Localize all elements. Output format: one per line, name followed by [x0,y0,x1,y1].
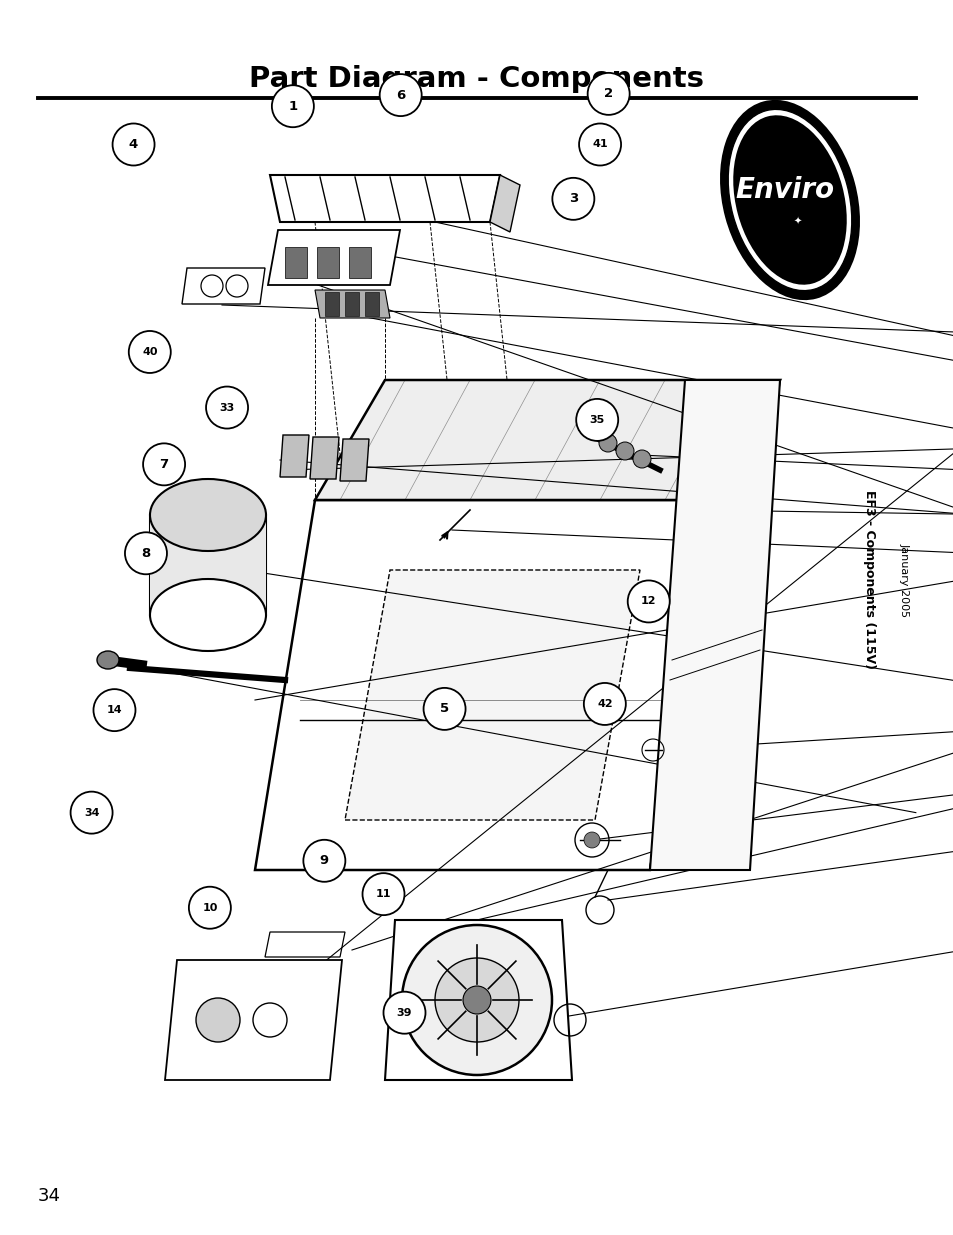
Circle shape [576,399,618,441]
Text: 3: 3 [568,193,578,205]
Circle shape [206,387,248,429]
Ellipse shape [97,651,119,669]
Text: 39: 39 [396,1008,412,1018]
Polygon shape [365,291,378,316]
Circle shape [362,873,404,915]
Circle shape [379,74,421,116]
Text: Part Diagram - Components: Part Diagram - Components [250,65,703,93]
Polygon shape [349,247,371,278]
Polygon shape [314,380,780,500]
Circle shape [598,433,617,452]
Circle shape [93,689,135,731]
Text: ✦: ✦ [793,217,801,227]
Text: 6: 6 [395,89,405,101]
Polygon shape [490,175,519,232]
Circle shape [423,688,465,730]
Circle shape [112,124,154,165]
Text: 34: 34 [38,1187,61,1205]
Polygon shape [325,291,338,316]
Text: Enviro: Enviro [735,177,834,204]
Text: 2: 2 [603,88,613,100]
Circle shape [143,443,185,485]
Circle shape [189,887,231,929]
Text: 34: 34 [84,808,99,818]
Text: 33: 33 [219,403,234,412]
Circle shape [303,840,345,882]
Polygon shape [385,920,572,1079]
Circle shape [195,998,240,1042]
Polygon shape [165,960,341,1079]
Circle shape [627,580,669,622]
Text: 14: 14 [107,705,122,715]
Text: 8: 8 [141,547,151,559]
Circle shape [583,832,599,848]
Polygon shape [182,268,265,304]
Polygon shape [280,435,309,477]
Text: 42: 42 [597,699,612,709]
Text: 12: 12 [640,597,656,606]
Circle shape [583,683,625,725]
Polygon shape [150,515,266,615]
Polygon shape [649,380,780,869]
Text: 10: 10 [202,903,217,913]
Circle shape [587,73,629,115]
Text: 5: 5 [439,703,449,715]
Polygon shape [310,437,338,479]
Polygon shape [345,291,358,316]
Circle shape [129,331,171,373]
Circle shape [462,986,491,1014]
Polygon shape [649,380,780,869]
Text: 7: 7 [159,458,169,471]
Circle shape [616,442,634,459]
Circle shape [383,992,425,1034]
Ellipse shape [733,115,846,285]
Polygon shape [316,247,338,278]
Ellipse shape [727,110,851,290]
Text: 9: 9 [319,855,329,867]
Ellipse shape [721,103,857,298]
Ellipse shape [150,479,266,551]
Text: 1: 1 [288,100,297,112]
Text: EF3 - Components (115V): EF3 - Components (115V) [862,490,876,669]
Circle shape [578,124,620,165]
Polygon shape [270,175,499,222]
Polygon shape [285,247,307,278]
Circle shape [552,178,594,220]
Text: 35: 35 [589,415,604,425]
Text: 40: 40 [142,347,157,357]
Circle shape [71,792,112,834]
Polygon shape [345,571,639,820]
Circle shape [272,85,314,127]
Polygon shape [314,290,390,317]
Polygon shape [268,230,399,285]
Circle shape [125,532,167,574]
Polygon shape [339,438,369,480]
Text: January 2005: January 2005 [899,543,909,618]
Polygon shape [254,500,709,869]
Circle shape [435,958,518,1042]
Text: 11: 11 [375,889,391,899]
Circle shape [633,450,650,468]
Circle shape [401,925,552,1074]
Text: 4: 4 [129,138,138,151]
Ellipse shape [150,579,266,651]
Text: 41: 41 [592,140,607,149]
